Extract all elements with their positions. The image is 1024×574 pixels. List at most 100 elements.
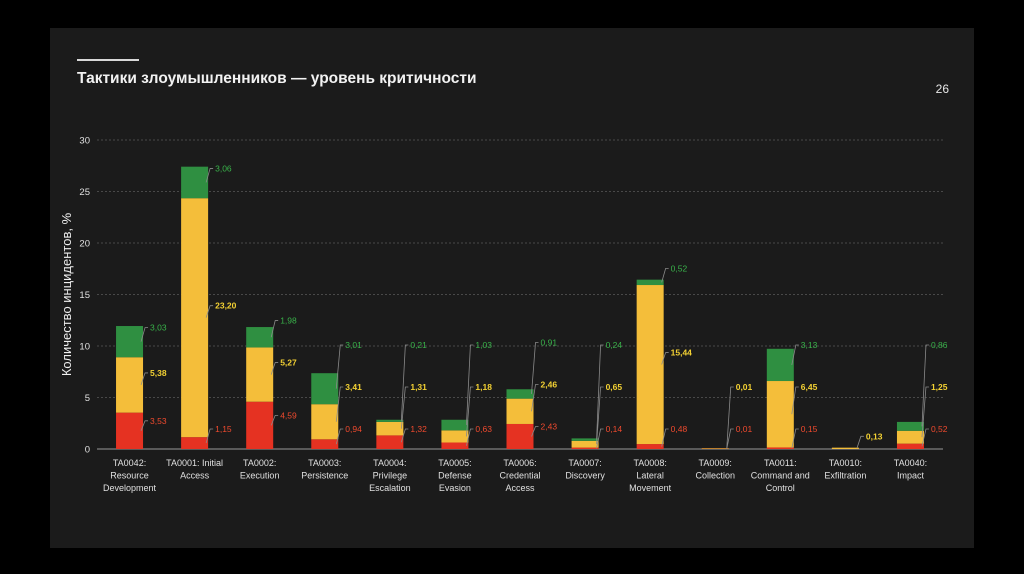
data-label: 0,86: [931, 340, 948, 350]
leader-line: [400, 386, 409, 429]
leader-line: [531, 384, 539, 412]
bar-segment-high: [181, 437, 209, 449]
bar-segment-high: [311, 439, 339, 449]
leader-line: [466, 344, 474, 426]
leader-line: [466, 386, 474, 437]
data-label: 1,32: [410, 424, 427, 434]
data-label: 1,18: [475, 382, 492, 392]
bar-segment-low: [831, 447, 859, 449]
leader-line: [205, 428, 214, 444]
bar-segment-medium: [441, 419, 469, 431]
x-tick-label: TA0010:: [829, 458, 862, 468]
x-tick-label: TA0011:: [764, 458, 797, 468]
slide: Тактики злоумышленников — уровень критич…: [50, 28, 974, 548]
x-tick-label: Escalation: [369, 483, 411, 493]
data-label: 3,03: [150, 323, 167, 333]
data-label: 5,27: [280, 358, 297, 368]
leader-line: [335, 386, 344, 422]
data-label: 3,13: [801, 340, 818, 350]
y-tick-label: 15: [79, 290, 90, 301]
bar-segment-high: [766, 447, 794, 449]
bar-segment-low: [506, 398, 534, 424]
leader-line: [661, 267, 669, 283]
bar-segment-medium: [311, 373, 339, 405]
leader-line: [791, 428, 799, 449]
data-label: 0,13: [866, 431, 883, 441]
bar-segment-high: [441, 442, 469, 449]
data-label: 0,91: [541, 337, 558, 347]
bar-segment-low: [636, 285, 664, 445]
leader-line: [140, 372, 149, 386]
data-label: 23,20: [215, 301, 237, 311]
bar-segment-medium: [116, 326, 144, 358]
data-label: 1,15: [215, 424, 232, 434]
leader-line: [205, 168, 214, 183]
x-tick-label: TA0004:: [373, 458, 406, 468]
x-tick-label: Access: [505, 483, 535, 493]
data-label: 1,31: [410, 382, 427, 392]
bar-segment-low: [246, 347, 274, 402]
bar-segment-medium: [636, 279, 664, 286]
data-label: 0,48: [671, 424, 688, 434]
bar-segment-medium: [571, 438, 599, 441]
data-label: 1,03: [475, 340, 492, 350]
leader-line: [531, 342, 539, 394]
data-label: 0,14: [606, 424, 623, 434]
leader-line: [140, 327, 149, 342]
x-tick-label: TA0005:: [438, 458, 471, 468]
leader-line: [921, 344, 929, 427]
leader-line: [335, 428, 344, 445]
bar-segment-low: [441, 430, 469, 443]
x-tick-label: TA0002:: [243, 458, 276, 468]
x-tick-label: TA0042:: [113, 458, 146, 468]
leader-line: [531, 426, 539, 437]
data-label: 5,38: [150, 368, 167, 378]
x-tick-label: TA0001: Initial: [166, 458, 223, 468]
data-label: 0,01: [736, 382, 753, 392]
data-label: 3,53: [150, 416, 167, 426]
bar-segment-high: [506, 423, 534, 449]
x-tick-label: Development: [103, 483, 157, 493]
x-tick-label: TA0006:: [503, 458, 536, 468]
bar-segment-high: [896, 443, 924, 449]
x-tick-label: Execution: [240, 471, 280, 481]
bar-segment-medium: [246, 327, 274, 348]
x-tick-label: Control: [766, 483, 795, 493]
x-tick-label: Defense: [438, 471, 472, 481]
leader-line: [856, 435, 864, 449]
x-tick-label: Credential: [499, 471, 540, 481]
x-tick-label: Exfiltration: [824, 471, 866, 481]
data-label: 3,06: [215, 163, 232, 173]
x-tick-label: Movement: [629, 483, 672, 493]
bar-segment-medium: [506, 389, 534, 399]
leader-line: [400, 428, 409, 443]
stacked-bar-chart: 0 5 10 15 20 25 30 Количество инцидентов, % 3,53…: [59, 136, 948, 494]
data-label: 3,41: [345, 382, 362, 392]
data-label: 0,24: [606, 340, 623, 350]
data-label: 2,43: [541, 421, 558, 431]
data-label: 0,94: [345, 424, 362, 434]
leader-line: [921, 386, 929, 438]
x-tick-label: Command and: [751, 471, 810, 481]
data-label: 1,98: [280, 316, 297, 326]
bar-segment-high: [246, 401, 274, 449]
bar-segment-high: [376, 435, 404, 449]
x-tick-label: Impact: [897, 471, 925, 481]
leader-line: [661, 352, 669, 365]
bar-segment-low: [701, 448, 729, 449]
leader-line: [335, 344, 344, 389]
x-tick-label: Privilege: [373, 471, 408, 481]
x-tick-label: Persistence: [301, 471, 348, 481]
y-tick-label: 10: [79, 342, 90, 353]
slide-title: Тактики злоумышленников — уровень критич…: [77, 70, 477, 87]
data-label: 6,45: [801, 382, 818, 392]
bar-segment-low: [766, 381, 794, 448]
x-tick-label: Lateral: [636, 471, 664, 481]
leader-line: [140, 420, 149, 431]
data-label: 2,46: [541, 379, 558, 389]
bar-segment-high: [116, 412, 144, 449]
leader-line: [270, 414, 279, 426]
data-label: 1,25: [931, 382, 948, 392]
x-tick-label: TA0008:: [633, 458, 666, 468]
data-label: 0,65: [606, 382, 623, 392]
